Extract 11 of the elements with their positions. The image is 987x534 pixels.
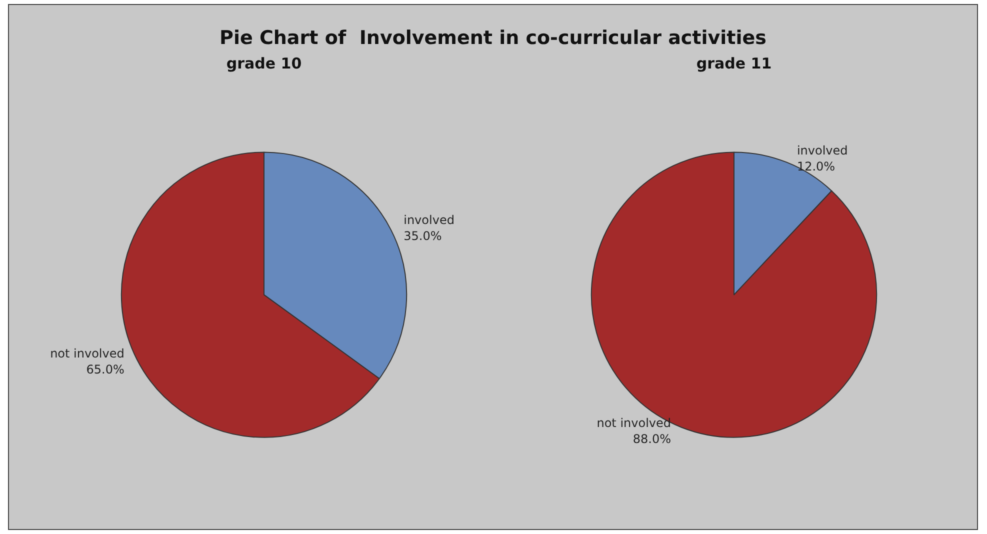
slice-label: not involved [596,416,672,430]
slice-label: involved [796,143,848,158]
data-label: 35.0% [404,229,442,244]
data-label: 65.0% [86,362,124,376]
slice-label: involved [404,213,454,228]
text: Pie Chart of Involvement in co-curricular activities [218,27,768,49]
chart-subtitle: grade 10 [226,54,302,72]
data-label: 12.0% [796,159,836,174]
slice-label: not involved [50,346,124,360]
chart-subtitle: grade 11 [696,54,772,72]
data-label: 88.0% [632,432,672,446]
